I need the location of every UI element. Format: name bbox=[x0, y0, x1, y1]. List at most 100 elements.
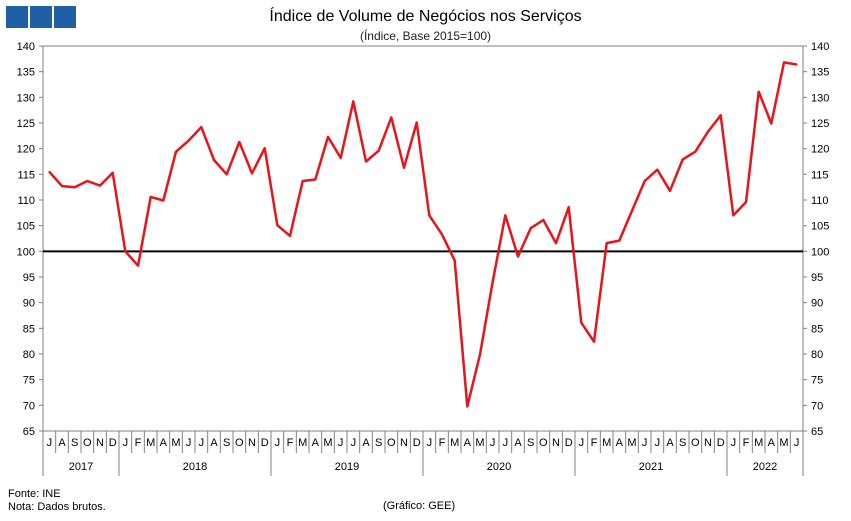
x-month-label: M bbox=[323, 437, 332, 449]
x-month-label: J bbox=[123, 437, 129, 449]
data-point bbox=[491, 280, 494, 283]
chart-title: Índice de Volume de Negócios nos Serviço… bbox=[269, 8, 582, 25]
data-point bbox=[137, 264, 139, 267]
x-month-label: A bbox=[768, 437, 776, 449]
x-year-label: 2018 bbox=[183, 461, 207, 473]
data-point bbox=[251, 172, 253, 175]
x-month-label: J bbox=[338, 437, 344, 449]
x-month-label: J bbox=[794, 437, 800, 449]
source-note: Fonte: INE bbox=[8, 488, 61, 500]
x-month-label: J bbox=[490, 437, 496, 449]
x-month-label: A bbox=[464, 437, 472, 449]
credit-note: (Gráfico: GEE) bbox=[383, 500, 456, 512]
data-point bbox=[225, 173, 228, 176]
y-tick-label-right: 65 bbox=[811, 426, 823, 438]
data-point bbox=[377, 149, 380, 152]
x-month-label: N bbox=[704, 437, 712, 449]
x-month-label: J bbox=[47, 437, 53, 449]
data-point bbox=[86, 180, 89, 182]
chart-subtitle: (Índice, Base 2015=100) bbox=[359, 29, 492, 43]
x-month-label: J bbox=[351, 437, 357, 449]
y-tick-label-left: 110 bbox=[17, 195, 35, 207]
data-point bbox=[99, 184, 101, 187]
data-point bbox=[415, 121, 418, 124]
data-point bbox=[770, 122, 773, 125]
data-point bbox=[517, 255, 519, 258]
y-tick-label-left: 135 bbox=[17, 67, 35, 79]
y-tick-label-left: 125 bbox=[17, 118, 35, 130]
x-month-label: J bbox=[427, 437, 433, 449]
y-tick-label-left: 115 bbox=[17, 169, 35, 181]
data-point bbox=[694, 150, 697, 153]
data-point bbox=[403, 166, 405, 169]
data-point bbox=[213, 159, 215, 161]
data-point bbox=[276, 224, 279, 227]
x-month-label: J bbox=[579, 437, 585, 449]
y-tick-label-right: 110 bbox=[811, 195, 829, 207]
x-month-label: M bbox=[146, 437, 155, 449]
y-tick-label-right: 100 bbox=[811, 246, 829, 258]
data-point bbox=[669, 189, 671, 192]
y-tick-label-left: 70 bbox=[23, 400, 35, 412]
data-point bbox=[795, 63, 798, 66]
x-month-label: A bbox=[58, 437, 66, 449]
data-point bbox=[643, 180, 646, 182]
data-point bbox=[580, 321, 583, 324]
x-month-label: S bbox=[71, 437, 78, 449]
data-point bbox=[61, 185, 63, 188]
x-month-label: M bbox=[627, 437, 636, 449]
data-point bbox=[681, 158, 684, 161]
data-point bbox=[757, 90, 760, 93]
data-point bbox=[238, 141, 241, 143]
data-point bbox=[605, 242, 608, 245]
x-month-label: A bbox=[312, 437, 320, 449]
y-tick-label-right: 120 bbox=[811, 144, 829, 156]
x-month-label: D bbox=[261, 437, 269, 449]
data-point bbox=[263, 147, 266, 150]
x-month-label: F bbox=[743, 437, 750, 449]
data-point bbox=[542, 219, 545, 221]
x-year-label: 2021 bbox=[639, 461, 663, 473]
y-tick-label-right: 135 bbox=[811, 67, 829, 79]
x-month-label: D bbox=[109, 437, 117, 449]
y-tick-label-right: 130 bbox=[811, 92, 829, 104]
logo-block bbox=[30, 6, 52, 28]
x-month-label: D bbox=[413, 437, 421, 449]
x-month-label: M bbox=[298, 437, 307, 449]
x-month-label: A bbox=[514, 437, 522, 449]
data-point bbox=[73, 186, 76, 189]
data-point bbox=[631, 209, 633, 212]
data-point bbox=[352, 100, 355, 103]
y-tick-label-left: 90 bbox=[23, 298, 35, 310]
y-tick-label-left: 85 bbox=[23, 323, 35, 335]
y-tick-label-left: 130 bbox=[17, 92, 35, 104]
data-note: Nota: Dados brutos. bbox=[8, 501, 106, 513]
y-tick-label-right: 140 bbox=[811, 41, 829, 53]
data-point bbox=[567, 206, 570, 209]
data-point bbox=[466, 405, 469, 408]
series-line bbox=[48, 61, 797, 408]
y-tick-label-right: 105 bbox=[811, 221, 829, 233]
data-point bbox=[187, 139, 190, 142]
x-month-label: J bbox=[503, 437, 509, 449]
y-tick-label-left: 75 bbox=[23, 375, 35, 387]
x-month-label: S bbox=[223, 437, 230, 449]
data-point bbox=[48, 170, 51, 173]
logo-block bbox=[54, 6, 76, 28]
data-point bbox=[124, 250, 127, 253]
data-point bbox=[365, 160, 367, 163]
y-tick-label-right: 90 bbox=[811, 298, 823, 310]
x-month-label: A bbox=[616, 437, 624, 449]
x-month-label: J bbox=[199, 437, 205, 449]
x-year-label: 2019 bbox=[335, 461, 359, 473]
x-month-label: F bbox=[439, 437, 446, 449]
x-month-label: S bbox=[527, 437, 534, 449]
x-month-label: M bbox=[475, 437, 484, 449]
x-month-label: N bbox=[400, 437, 408, 449]
x-month-label: D bbox=[565, 437, 573, 449]
x-month-label: M bbox=[602, 437, 611, 449]
data-point bbox=[301, 180, 304, 182]
x-month-label: M bbox=[171, 437, 180, 449]
data-point bbox=[732, 214, 735, 217]
